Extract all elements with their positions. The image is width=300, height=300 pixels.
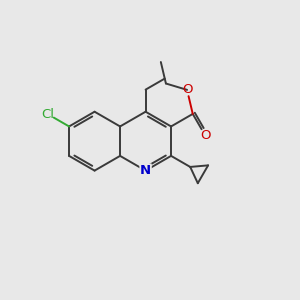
Text: O: O	[200, 129, 211, 142]
Text: O: O	[182, 83, 192, 96]
Text: N: N	[140, 164, 151, 177]
Text: Cl: Cl	[42, 108, 55, 121]
